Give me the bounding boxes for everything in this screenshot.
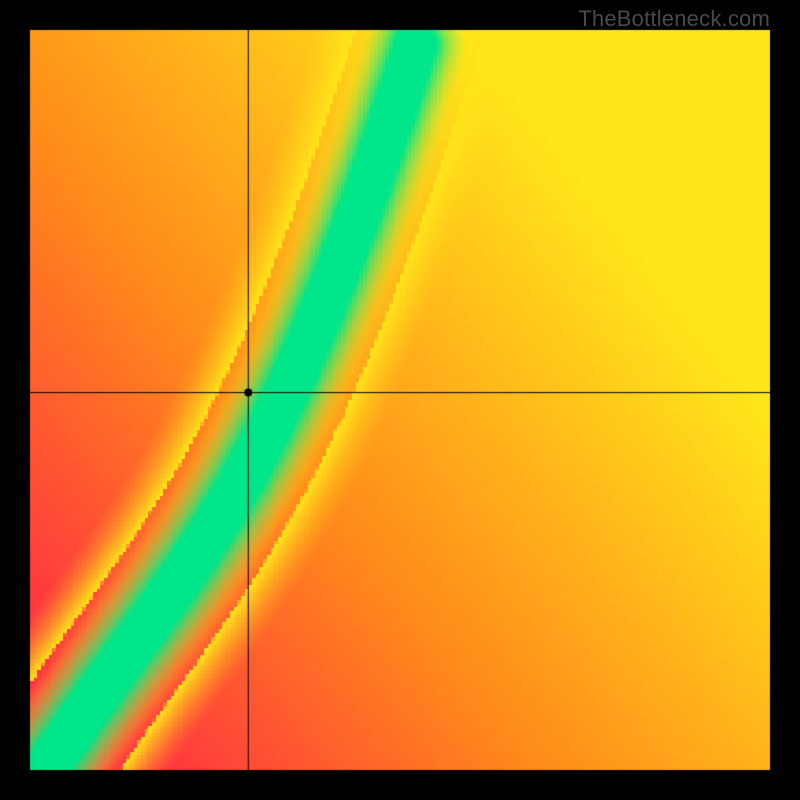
watermark-label: TheBottleneck.com <box>578 6 770 32</box>
heatmap-canvas <box>0 0 800 800</box>
chart-container: TheBottleneck.com <box>0 0 800 800</box>
